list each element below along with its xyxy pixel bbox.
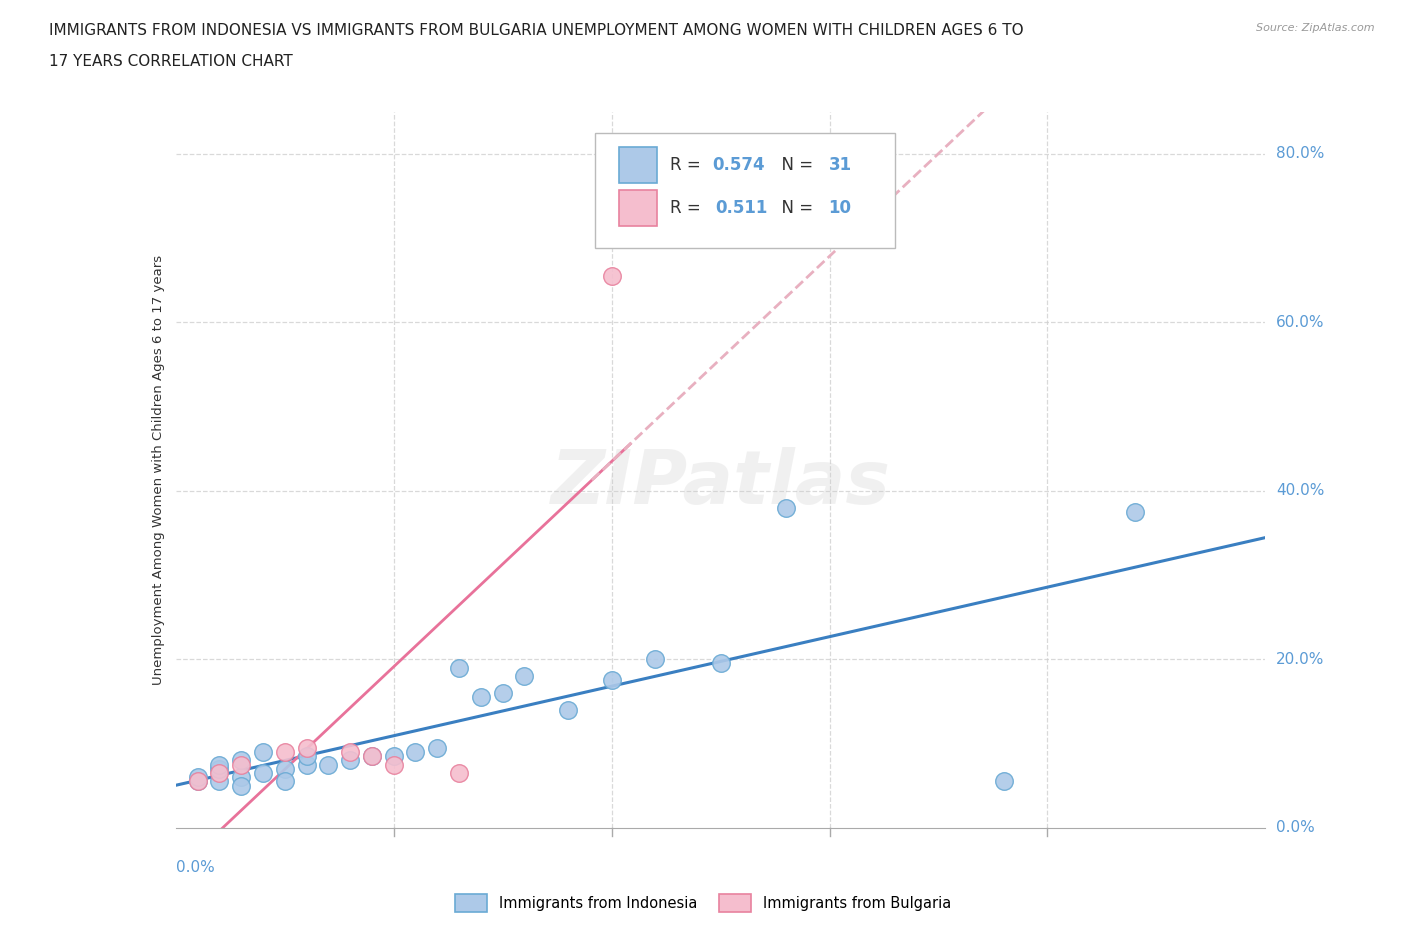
- Point: [447, 765, 470, 780]
- Text: ZIPatlas: ZIPatlas: [551, 447, 890, 521]
- Point: [208, 765, 231, 780]
- Point: [492, 685, 515, 700]
- Point: [186, 774, 209, 789]
- FancyBboxPatch shape: [595, 133, 896, 247]
- Text: 10: 10: [828, 199, 852, 218]
- Text: 80.0%: 80.0%: [1277, 146, 1324, 161]
- Point: [208, 757, 231, 772]
- Point: [447, 660, 470, 675]
- Point: [252, 765, 274, 780]
- Point: [339, 744, 361, 759]
- Text: 17 YEARS CORRELATION CHART: 17 YEARS CORRELATION CHART: [49, 54, 292, 69]
- Point: [993, 774, 1015, 789]
- Point: [318, 757, 340, 772]
- Text: Source: ZipAtlas.com: Source: ZipAtlas.com: [1257, 23, 1375, 33]
- Point: [339, 753, 361, 768]
- Point: [600, 672, 623, 687]
- Point: [231, 778, 253, 793]
- Text: 60.0%: 60.0%: [1277, 314, 1324, 330]
- Text: 20.0%: 20.0%: [1277, 652, 1324, 667]
- Point: [231, 753, 253, 768]
- Point: [295, 757, 318, 772]
- Point: [274, 744, 297, 759]
- Text: R =: R =: [671, 199, 711, 218]
- Text: R =: R =: [671, 156, 706, 174]
- Text: 0.0%: 0.0%: [1277, 820, 1315, 835]
- Point: [600, 269, 623, 284]
- Point: [470, 690, 492, 705]
- Point: [186, 774, 209, 789]
- Point: [775, 500, 797, 515]
- Text: N =: N =: [770, 199, 818, 218]
- Point: [231, 757, 253, 772]
- Point: [295, 749, 318, 764]
- Point: [252, 744, 274, 759]
- Text: 0.0%: 0.0%: [176, 860, 215, 875]
- Legend: Immigrants from Indonesia, Immigrants from Bulgaria: Immigrants from Indonesia, Immigrants fr…: [449, 888, 957, 918]
- Point: [644, 652, 666, 667]
- Point: [405, 744, 427, 759]
- Text: N =: N =: [770, 156, 818, 174]
- Point: [360, 749, 382, 764]
- Point: [295, 740, 318, 755]
- Point: [360, 749, 382, 764]
- Point: [231, 770, 253, 785]
- Point: [186, 770, 209, 785]
- Point: [1123, 504, 1146, 519]
- Point: [557, 702, 579, 717]
- Point: [274, 762, 297, 777]
- Text: 0.511: 0.511: [716, 199, 768, 218]
- Y-axis label: Unemployment Among Women with Children Ages 6 to 17 years: Unemployment Among Women with Children A…: [152, 255, 165, 684]
- Text: 40.0%: 40.0%: [1277, 484, 1324, 498]
- Text: IMMIGRANTS FROM INDONESIA VS IMMIGRANTS FROM BULGARIA UNEMPLOYMENT AMONG WOMEN W: IMMIGRANTS FROM INDONESIA VS IMMIGRANTS …: [49, 23, 1024, 38]
- FancyBboxPatch shape: [619, 191, 658, 226]
- Text: 0.574: 0.574: [711, 156, 765, 174]
- Point: [274, 774, 297, 789]
- Point: [426, 740, 449, 755]
- Point: [208, 762, 231, 777]
- FancyBboxPatch shape: [619, 148, 658, 183]
- Point: [208, 774, 231, 789]
- Point: [382, 749, 405, 764]
- Point: [513, 669, 536, 684]
- Point: [710, 656, 733, 671]
- Text: 31: 31: [828, 156, 852, 174]
- Point: [382, 757, 405, 772]
